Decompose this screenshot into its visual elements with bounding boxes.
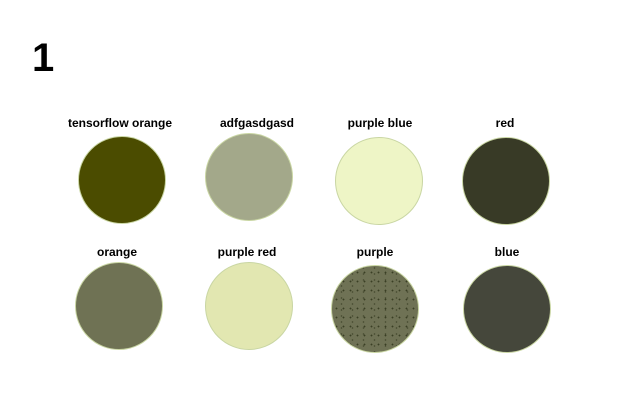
color-circle (205, 262, 293, 350)
swatch-tensorflow-orange: tensorflow orange (45, 116, 195, 246)
swatch-blue: blue (432, 245, 582, 375)
swatch-label: purple blue (347, 116, 413, 130)
swatch-adfgasdgasd: adfgasdgasd (182, 116, 332, 246)
color-circle (335, 137, 423, 225)
swatch-purple-red: purple red (172, 245, 322, 375)
swatch-label: blue (494, 245, 520, 259)
color-circle (75, 262, 163, 350)
color-circle (78, 136, 166, 224)
swatch-label: red (495, 116, 515, 130)
swatch-label: orange (96, 245, 137, 259)
swatch-label: adfgasdgasd (219, 116, 294, 130)
color-circle (205, 133, 293, 221)
swatch-label: purple (356, 245, 394, 259)
page-number: 1 (32, 36, 55, 80)
swatch-purple-blue: purple blue (305, 116, 455, 246)
swatch-label: tensorflow orange (67, 116, 172, 130)
swatch-orange: orange (42, 245, 192, 375)
swatch-purple: purple (300, 245, 450, 375)
color-circle (463, 265, 551, 353)
swatch-label: purple red (217, 245, 277, 259)
color-circle (331, 265, 419, 353)
swatch-red: red (430, 116, 580, 246)
color-circle (462, 137, 550, 225)
